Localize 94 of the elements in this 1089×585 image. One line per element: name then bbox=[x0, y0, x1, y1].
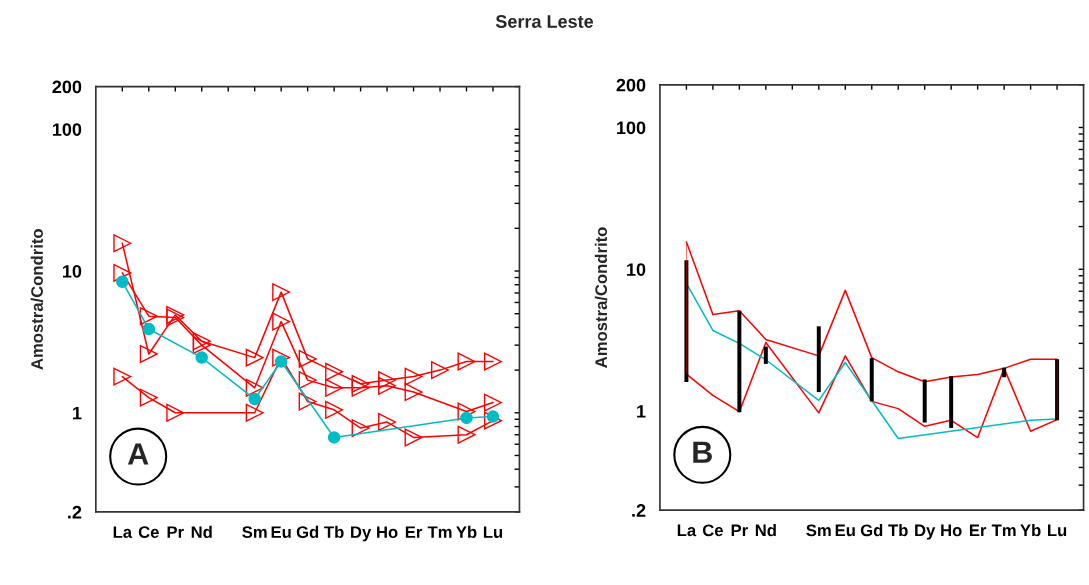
y-tick-label: 1 bbox=[637, 405, 646, 418]
x-tick-label: Tm bbox=[991, 524, 1016, 537]
point bbox=[166, 403, 185, 422]
point bbox=[248, 392, 261, 406]
bar bbox=[816, 326, 821, 393]
line-series bbox=[685, 341, 1058, 439]
x-tick-label: Er bbox=[405, 526, 423, 538]
x-tick-label: La bbox=[113, 526, 133, 539]
point bbox=[404, 367, 423, 386]
x-tick-label: Eu bbox=[271, 526, 291, 539]
point bbox=[139, 388, 158, 407]
point bbox=[351, 374, 370, 393]
x-tick-label: Ce bbox=[138, 526, 159, 539]
point bbox=[113, 263, 132, 282]
point bbox=[139, 344, 158, 363]
x-tick-label: Eu bbox=[835, 524, 855, 537]
point bbox=[378, 413, 397, 432]
point bbox=[113, 234, 132, 253]
chart-title: Serra Leste bbox=[495, 15, 594, 28]
point bbox=[404, 383, 423, 402]
x-tick-label: Pr bbox=[731, 524, 748, 537]
point bbox=[327, 431, 341, 444]
line-series bbox=[685, 241, 1058, 383]
point bbox=[483, 411, 503, 430]
point bbox=[298, 392, 317, 411]
x-tick-label: Dy bbox=[915, 524, 936, 540]
point bbox=[113, 367, 132, 386]
y-axis-title: Amostra/Condrito bbox=[594, 227, 608, 368]
bar bbox=[869, 358, 874, 402]
point bbox=[245, 403, 264, 422]
y-tick-label: .2 bbox=[68, 505, 82, 519]
point bbox=[325, 400, 344, 419]
point bbox=[272, 312, 291, 331]
x-tick-label: Yb bbox=[456, 525, 477, 539]
point bbox=[298, 371, 317, 390]
point bbox=[272, 348, 291, 367]
x-tick-label: Nd bbox=[191, 525, 212, 539]
x-tick-label: Er bbox=[969, 524, 987, 537]
x-tick-label: Dy bbox=[351, 526, 372, 542]
y-tick-label: 1 bbox=[73, 406, 82, 420]
x-tick-label: Lu bbox=[483, 526, 503, 539]
y-tick-label: 200 bbox=[616, 78, 646, 92]
x-tick-label: Lu bbox=[1048, 524, 1067, 537]
x-tick-label: Yb bbox=[1020, 524, 1041, 537]
point bbox=[351, 419, 370, 438]
point bbox=[404, 428, 423, 447]
point bbox=[457, 402, 476, 421]
point bbox=[192, 336, 211, 355]
point bbox=[483, 352, 503, 371]
x-tick-label: Sm bbox=[242, 526, 267, 539]
bar bbox=[922, 379, 927, 423]
x-tick-label: Gd bbox=[860, 524, 883, 537]
point bbox=[192, 332, 211, 351]
point bbox=[325, 378, 344, 397]
point bbox=[272, 283, 291, 302]
x-tick-label: La bbox=[677, 524, 697, 537]
point bbox=[245, 378, 264, 397]
x-tick-label: Nd bbox=[755, 524, 776, 537]
point bbox=[457, 352, 476, 371]
point bbox=[483, 393, 503, 412]
x-tick-label: Gd bbox=[296, 525, 319, 539]
point bbox=[245, 348, 264, 367]
point bbox=[139, 307, 158, 326]
x-tick-label: Pr bbox=[167, 526, 184, 538]
y-tick-label: 200 bbox=[52, 80, 82, 94]
x-tick-label: Ho bbox=[941, 524, 962, 537]
point bbox=[142, 322, 156, 336]
point bbox=[457, 425, 476, 444]
bar bbox=[1002, 367, 1007, 378]
y-tick-label: 100 bbox=[52, 123, 82, 136]
x-tick-label: Tm bbox=[427, 526, 452, 538]
bar bbox=[763, 346, 768, 364]
point bbox=[378, 371, 397, 390]
y-tick-label: 100 bbox=[617, 121, 646, 135]
x-tick-label: Tb bbox=[888, 524, 908, 537]
bar bbox=[737, 310, 742, 413]
y-axis-title: Amostra/Condrito bbox=[30, 229, 44, 370]
point bbox=[325, 362, 344, 381]
x-tick-label: Sm bbox=[806, 524, 831, 537]
point bbox=[116, 275, 129, 289]
point bbox=[298, 349, 317, 368]
x-tick-label: Tb bbox=[324, 525, 344, 539]
point bbox=[351, 378, 370, 397]
annotation: B bbox=[693, 441, 712, 463]
y-tick-label: 10 bbox=[627, 263, 646, 276]
point bbox=[430, 361, 450, 380]
annotation: A bbox=[127, 443, 149, 465]
y-tick-label: 10 bbox=[63, 264, 82, 278]
y-tick-label: .2 bbox=[632, 504, 646, 517]
point bbox=[195, 351, 208, 364]
x-tick-label: Ho bbox=[377, 526, 398, 539]
point bbox=[378, 376, 397, 395]
x-tick-label: Ce bbox=[702, 524, 723, 537]
bar bbox=[949, 376, 954, 428]
